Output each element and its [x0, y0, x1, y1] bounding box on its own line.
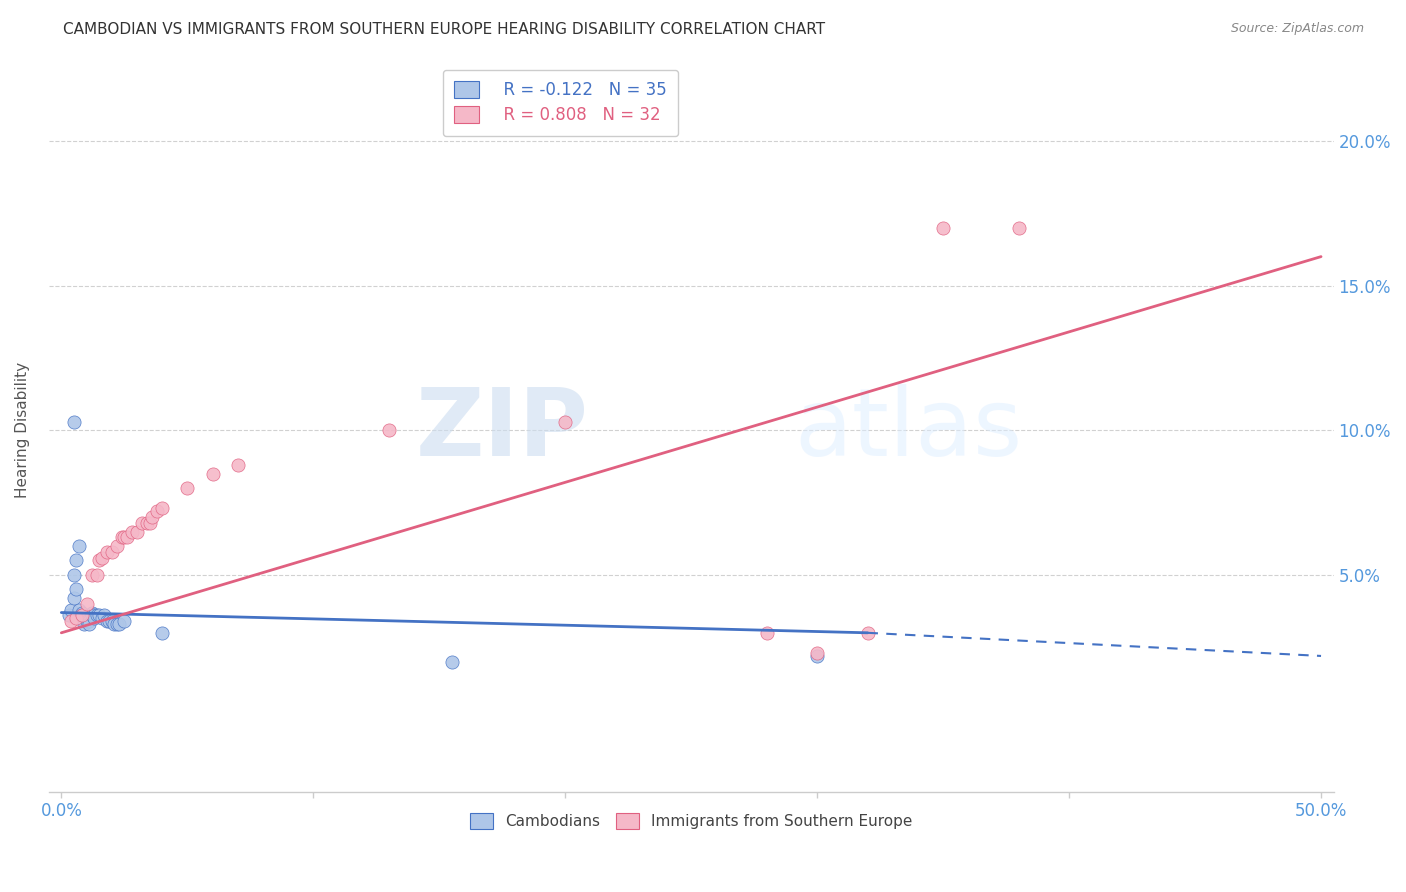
Point [73, 614, 96, 628]
Y-axis label: Hearing Disability: Hearing Disability [15, 362, 30, 499]
Point [806, 646, 828, 660]
Point [100, 614, 122, 628]
Point [76, 597, 98, 611]
Point [77, 617, 100, 632]
Point [86, 568, 108, 582]
Point [65, 582, 87, 597]
Point [932, 220, 955, 235]
Point [115, 530, 138, 544]
Point [201, 467, 224, 481]
Text: Source: ZipAtlas.com: Source: ZipAtlas.com [1230, 22, 1364, 36]
Point [98, 614, 121, 628]
Point [105, 539, 128, 553]
Point [121, 524, 143, 539]
Point [77, 614, 100, 628]
Point [1008, 220, 1031, 235]
Point [60, 614, 83, 628]
Point [146, 504, 169, 518]
Point [90, 611, 112, 625]
Point [150, 625, 173, 640]
Point [89, 608, 111, 623]
Point [103, 617, 125, 632]
Point [176, 481, 198, 495]
Point [63, 568, 86, 582]
Point [112, 614, 135, 628]
Text: ZIP: ZIP [416, 384, 588, 476]
Point [108, 617, 131, 632]
Point [378, 423, 401, 437]
Point [86, 608, 108, 623]
Text: atlas: atlas [794, 384, 1022, 476]
Point [111, 530, 134, 544]
Point [96, 614, 118, 628]
Point [65, 611, 87, 625]
Point [76, 611, 98, 625]
Point [226, 458, 249, 472]
Point [65, 553, 87, 567]
Point [806, 648, 828, 663]
Text: CAMBODIAN VS IMMIGRANTS FROM SOUTHERN EUROPE HEARING DISABILITY CORRELATION CHAR: CAMBODIAN VS IMMIGRANTS FROM SOUTHERN EU… [63, 22, 825, 37]
Point [125, 524, 148, 539]
Point [63, 415, 86, 429]
Point [70, 608, 93, 623]
Point [554, 415, 576, 429]
Point [112, 530, 135, 544]
Point [83, 608, 105, 623]
Point [67, 602, 90, 616]
Point [90, 550, 112, 565]
Point [76, 614, 98, 628]
Point [70, 606, 93, 620]
Point [141, 510, 163, 524]
Point [856, 625, 879, 640]
Point [93, 608, 115, 623]
Point [80, 606, 103, 620]
Point [105, 617, 128, 632]
Point [89, 553, 111, 567]
Point [150, 501, 173, 516]
Point [440, 655, 463, 669]
Point [70, 608, 93, 623]
Point [136, 516, 159, 530]
Point [67, 539, 90, 553]
Point [755, 625, 778, 640]
Point [60, 602, 83, 616]
Point [100, 545, 122, 559]
Point [58, 608, 80, 623]
Legend: Cambodians, Immigrants from Southern Europe: Cambodians, Immigrants from Southern Eur… [464, 806, 918, 835]
Point [131, 516, 153, 530]
Point [80, 568, 103, 582]
Point [80, 608, 103, 623]
Point [96, 545, 118, 559]
Point [73, 617, 96, 632]
Point [83, 611, 105, 625]
Point [138, 516, 160, 530]
Point [63, 591, 86, 605]
